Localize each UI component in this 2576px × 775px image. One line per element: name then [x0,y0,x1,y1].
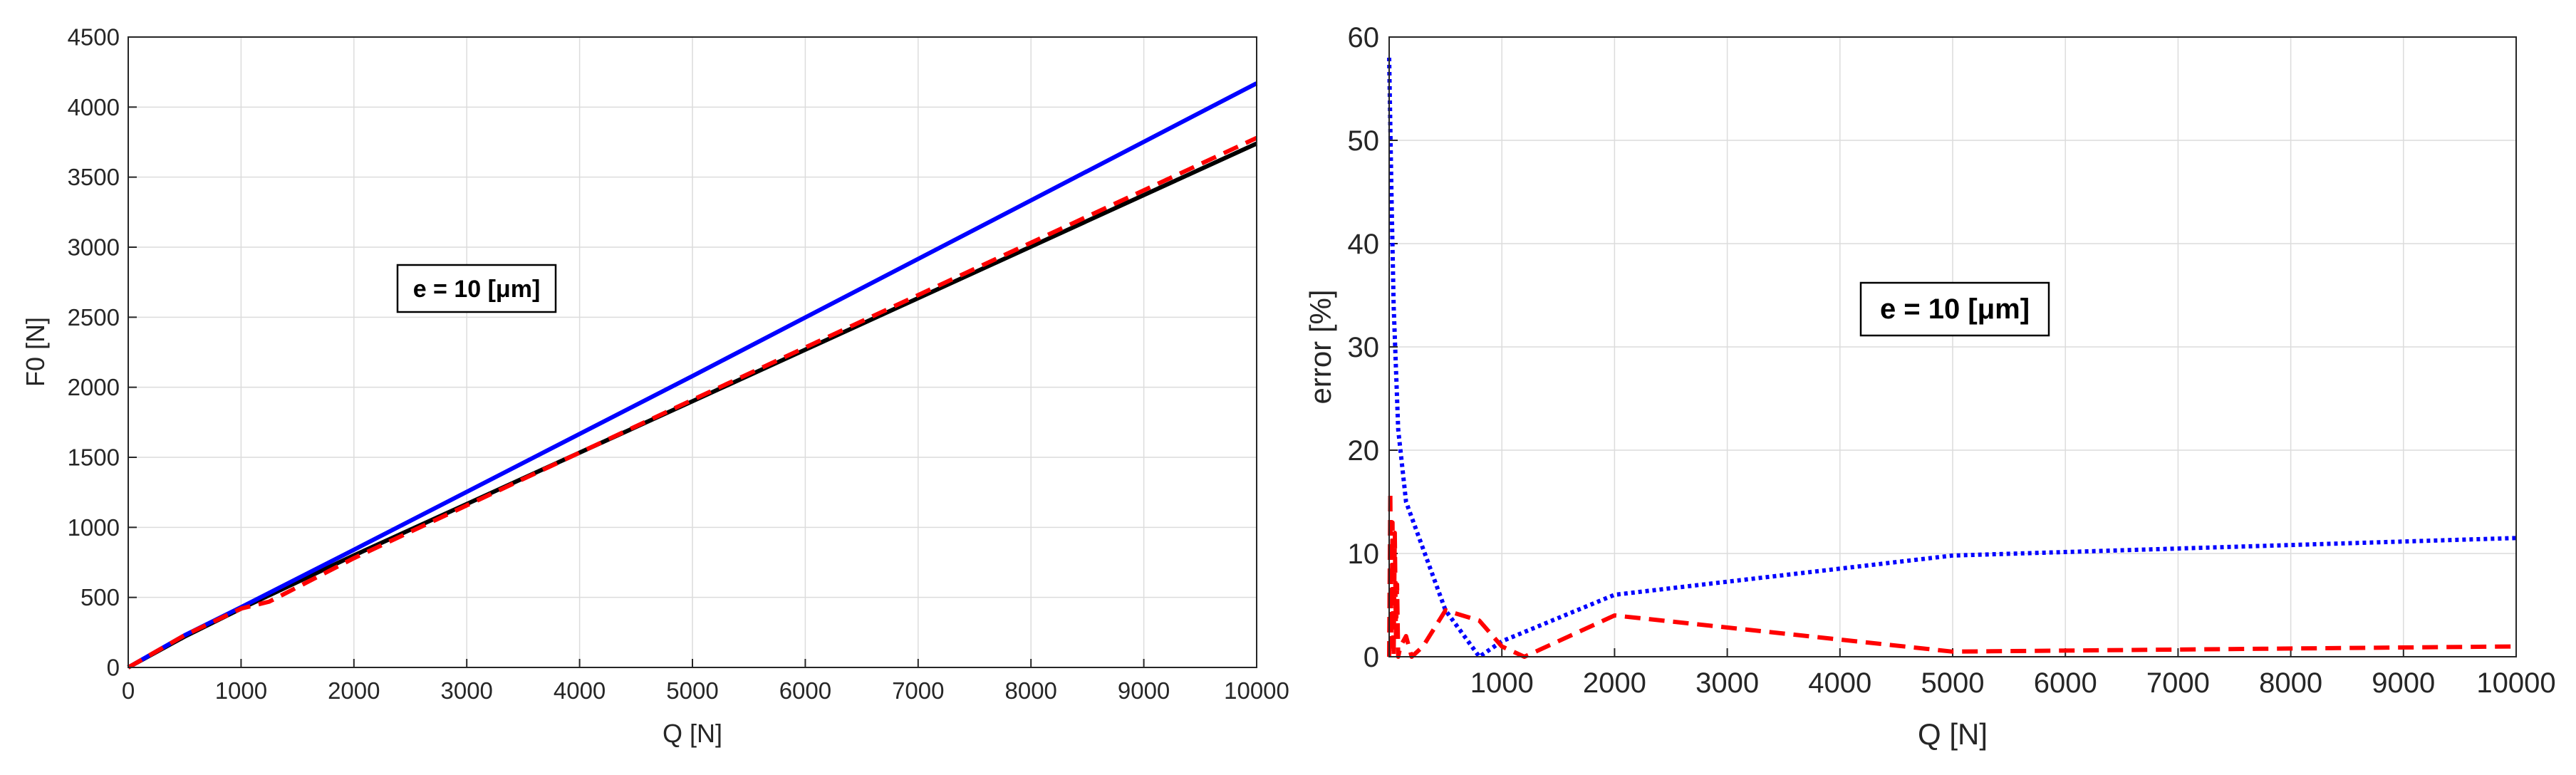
series-line-1 [1387,57,2517,659]
y-tick-label: 1000 [68,514,120,541]
x-tick-label: 9000 [1118,677,1170,704]
chart-left: 0 1000 2000 3000 4000 5000 6000 7000 8000 9000 100… [21,24,1289,748]
annotation-box: e = 10 [μm] [396,264,557,313]
y-tick-label: 50 [1348,125,1380,157]
axes-frame [128,36,1257,668]
y-tick-label: 30 [1348,332,1380,363]
x-tick-label: 4000 [1808,667,1871,699]
y-tick-label: 3000 [68,234,120,261]
x-tick-label: 9000 [2372,667,2435,699]
x-tick-label: 7000 [892,677,944,704]
y-tick-label: 0 [1364,642,1379,673]
chart-right: 1000 2000 3000 4000 5000 6000 7000 8000 9000 1000… [1304,22,2556,751]
x-tick-label: 10000 [1224,677,1289,704]
annotation-text: e = 10 [μm] [1880,293,2030,325]
y-tick-label: 10 [1348,539,1380,570]
tick-labels: 0 1000 2000 3000 4000 5000 6000 7000 8000 9000 100… [68,24,1289,704]
x-tick-label: 10000 [2476,667,2555,699]
series-group [1387,57,2517,659]
x-tick-label: 1000 [215,677,267,704]
y-tick-label: 1500 [68,444,120,471]
y-axis-label: error [%] [1304,289,1337,404]
x-tick-label: 6000 [779,677,831,704]
y-tick-label: 2500 [68,304,120,331]
x-tick-label: 5000 [1921,667,1985,699]
y-tick-label: 20 [1348,435,1380,467]
y-tick-label: 40 [1348,229,1380,260]
x-axis-label: Q [N] [663,719,722,748]
x-tick-label: 8000 [1004,677,1056,704]
y-tick-label: 3500 [68,164,120,190]
x-tick-label: 1000 [1470,667,1534,699]
y-tick-label: 500 [80,584,120,610]
x-tick-label: 2000 [328,677,380,704]
x-tick-label: 8000 [2259,667,2322,699]
x-tick-label: 6000 [2034,667,2097,699]
x-axis-label: Q [N] [1918,717,1988,751]
tick-labels: 1000 2000 3000 4000 5000 6000 7000 8000 9000 1000… [1348,22,2556,699]
axes-frame [1388,36,2517,657]
y-tick-label: 4500 [68,24,120,51]
y-tick-label: 2000 [68,374,120,400]
annotation-box: e = 10 [μm] [1859,281,2050,337]
x-tick-label: 7000 [2146,667,2210,699]
y-tick-label: 0 [107,655,120,681]
y-tick-label: 4000 [68,94,120,120]
series-line-3 [127,135,1258,670]
x-tick-label: 5000 [666,677,718,704]
x-tick-label: 2000 [1583,667,1646,699]
y-axis-label: F0 [N] [21,317,50,387]
annotation-text: e = 10 [μm] [413,276,541,303]
series-group [127,81,1258,670]
x-tick-label: 3000 [440,677,492,704]
x-tick-label: 4000 [554,677,606,704]
x-tick-label: 3000 [1695,667,1759,699]
y-tick-label: 60 [1348,22,1380,53]
x-tick-label: 0 [122,677,135,704]
series-line-2 [1387,489,2517,659]
